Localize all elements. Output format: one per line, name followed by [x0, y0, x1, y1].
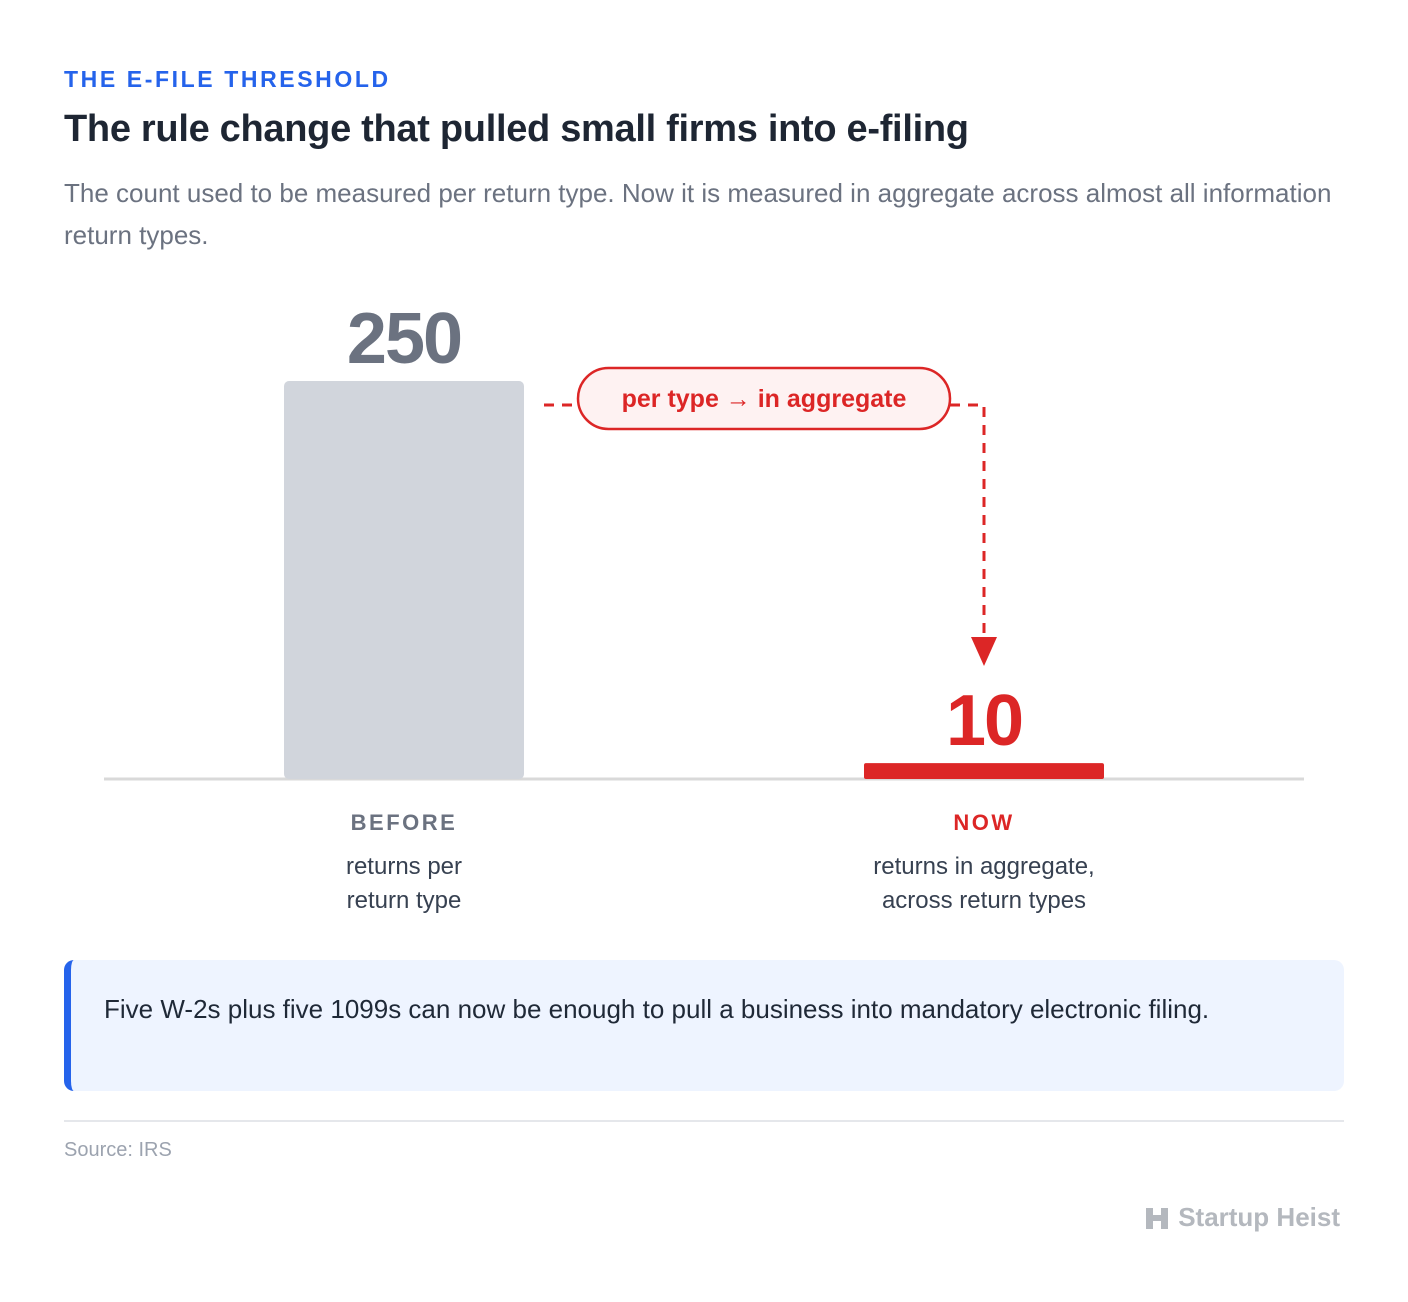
arrowhead-icon: [971, 637, 997, 666]
description-line: across return types: [881, 887, 1087, 914]
brand-logo: Startup Heist: [1144, 1202, 1340, 1233]
category-description-before: returns per return type: [224, 850, 584, 918]
bar-before: [284, 381, 524, 779]
bar-now: [864, 763, 1104, 779]
value-label-before: 250: [347, 299, 461, 379]
source-note: Source: IRS: [64, 1139, 172, 1161]
annotation-connector-down: [950, 403, 986, 640]
description-line: returns per: [345, 853, 463, 880]
description-line: returns in aggregate,: [873, 853, 1095, 880]
chart-subtitle: The count used to be measured per return…: [64, 178, 1332, 250]
callout-text: Five W-2s plus five 1099s can now be eno…: [104, 994, 1210, 1024]
eyebrow: THE E-FILE THRESHOLD: [64, 66, 391, 92]
category-description-now: returns in aggregate, across return type…: [804, 850, 1164, 918]
annotation-label: per type → in aggregate: [622, 385, 907, 413]
callout-box: Five W-2s plus five 1099s can now be eno…: [64, 960, 1344, 1091]
value-label-now: 10: [946, 681, 1022, 761]
bar-chart: 250 10 per type → in aggregate: [104, 299, 1304, 781]
divider: [64, 1120, 1344, 1122]
category-label-now: NOW: [953, 810, 1015, 835]
category-label-before: BEFORE: [350, 810, 458, 835]
description-line: return type: [346, 887, 462, 914]
heist-logo-icon: [1146, 1207, 1169, 1229]
chart-title: The rule change that pulled small firms …: [64, 108, 969, 150]
annotation-pill: [576, 366, 952, 431]
brand-name: Startup Heist: [1178, 1202, 1340, 1232]
